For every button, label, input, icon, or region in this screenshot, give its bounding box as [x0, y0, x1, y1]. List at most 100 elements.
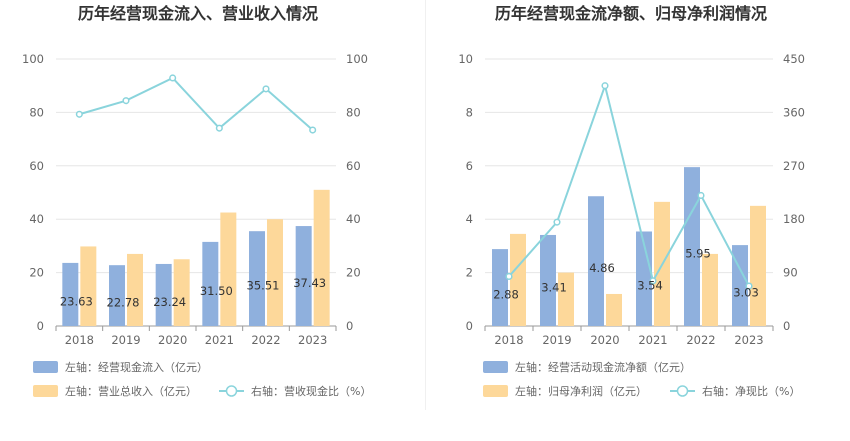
series-line — [508, 82, 750, 287]
left-axis-tick-label: 60 — [29, 159, 44, 173]
x-axis-tick-label: 2020 — [590, 333, 619, 347]
bar-data-label: 35.51 — [247, 279, 280, 293]
left-axis-tick-label: 40 — [29, 212, 44, 226]
legend-line-marker — [225, 385, 238, 397]
x-axis-tick-label: 2023 — [298, 333, 327, 347]
legend-swatch — [33, 385, 58, 397]
x-axis-tick-label: 2022 — [251, 333, 280, 347]
bar-data-label: 22.78 — [107, 296, 140, 310]
bar-data-label: 23.24 — [153, 295, 186, 309]
line-point — [262, 85, 270, 93]
bar — [80, 246, 97, 326]
line-point — [215, 124, 223, 132]
left-axis-tick-label: 6 — [466, 159, 473, 173]
legend-label: 右轴：营收现金比（%） — [251, 384, 371, 398]
right-axis-tick-label: 60 — [346, 159, 361, 173]
legend-label: 右轴：净现比（%） — [702, 384, 800, 398]
line-point — [169, 74, 177, 82]
left-axis-tick-label: 8 — [466, 105, 473, 119]
bar-data-label: 5.95 — [685, 247, 711, 261]
right-axis-tick-label: 20 — [346, 266, 361, 280]
line-point — [649, 277, 657, 285]
bar — [155, 263, 172, 326]
right-axis-tick-label: 90 — [783, 266, 798, 280]
bar-data-label: 3.41 — [541, 280, 567, 294]
x-axis-tick-label: 2019 — [111, 333, 140, 347]
line-point — [553, 218, 561, 226]
right-axis-tick-label: 40 — [346, 212, 361, 226]
chart-panel-net-cash-profit: 历年经营现金流净额、归母净利润情况 0 2 4 6 8 10 0 90 180 270 360 450 2… — [425, 0, 850, 437]
left-axis-tick-label: 0 — [466, 319, 473, 333]
bar — [173, 259, 190, 326]
x-axis-tick-label: 2018 — [65, 333, 94, 347]
left-axis-tick-label: 10 — [458, 52, 473, 66]
line-point — [697, 191, 705, 200]
bar — [750, 205, 766, 326]
bar — [636, 231, 652, 326]
legend-line-marker — [676, 385, 689, 397]
bar — [510, 233, 526, 326]
bar — [267, 219, 283, 326]
legend-swatch — [483, 361, 508, 373]
bar — [220, 212, 237, 326]
left-axis-tick-label: 0 — [37, 319, 44, 333]
line-point — [601, 82, 609, 90]
panel-divider — [425, 0, 426, 410]
chart-title: 历年经营现金流净额、归母净利润情况 — [495, 4, 767, 23]
chart-cash-inflow-revenue: 历年经营现金流入、营业收入情况 0 20 40 60 80 100 0 20 40 60 80 100 2… — [22, 4, 371, 398]
bar — [684, 167, 700, 326]
bar-data-label: 31.50 — [200, 284, 233, 298]
chart-title: 历年经营现金流入、营业收入情况 — [78, 4, 318, 23]
right-axis-tick-label: 270 — [783, 159, 805, 173]
bar-data-label: 3.54 — [637, 279, 663, 293]
right-axis-tick-label: 0 — [346, 319, 353, 333]
series-line — [79, 76, 314, 131]
bar — [127, 253, 143, 326]
x-axis-tick-label: 2022 — [686, 333, 715, 347]
bar-data-label: 23.63 — [60, 294, 93, 308]
right-axis-tick-label: 180 — [783, 212, 805, 226]
legend-swatch — [483, 385, 508, 397]
bar — [295, 226, 312, 326]
x-axis-tick-label: 2021 — [638, 333, 667, 347]
x-axis-tick-label: 2023 — [734, 333, 763, 347]
bar-data-label: 37.43 — [293, 276, 326, 290]
bar — [702, 253, 718, 326]
line-point — [122, 97, 130, 105]
left-axis-tick-label: 2 — [466, 266, 473, 280]
left-axis-tick-label: 4 — [466, 212, 473, 226]
bar — [109, 265, 125, 326]
bar — [732, 245, 748, 326]
line-point — [309, 126, 317, 134]
bar — [313, 189, 330, 326]
right-axis-tick-label: 360 — [783, 105, 805, 119]
line-point — [505, 272, 513, 281]
x-axis-tick-label: 2021 — [205, 333, 234, 347]
legend-label: 左轴：营业总收入（亿元） — [65, 384, 197, 398]
left-axis-tick-label: 100 — [22, 52, 44, 66]
bar — [62, 262, 79, 326]
right-axis-tick-label: 0 — [783, 319, 790, 333]
legend-label: 左轴：经营现金流入（亿元） — [65, 360, 208, 374]
bar — [558, 272, 574, 326]
bar — [606, 293, 622, 326]
bar-data-label: 3.03 — [733, 286, 759, 300]
legend-label: 左轴：归母净利润（亿元） — [515, 384, 647, 398]
line-point — [745, 282, 753, 290]
x-axis-tick-label: 2018 — [494, 333, 523, 347]
right-axis-tick-label: 80 — [346, 105, 361, 119]
bar-data-label: 4.86 — [589, 261, 615, 275]
bar — [249, 231, 265, 326]
bar — [540, 234, 556, 326]
bar — [588, 196, 604, 326]
legend-swatch — [33, 361, 58, 373]
right-axis-tick-label: 450 — [783, 52, 805, 66]
left-axis-tick-label: 80 — [29, 105, 44, 119]
x-axis-tick-label: 2020 — [158, 333, 187, 347]
left-axis-tick-label: 20 — [29, 266, 44, 280]
bar — [202, 241, 219, 326]
chart-panel-cash-inflow-revenue: 历年经营现金流入、营业收入情况 0 20 40 60 80 100 0 20 40 60 80 100 2… — [0, 0, 425, 437]
chart-net-cash-profit: 历年经营现金流净额、归母净利润情况 0 2 4 6 8 10 0 90 180 270 360 450 2… — [458, 4, 805, 398]
bar-data-label: 2.88 — [493, 288, 519, 302]
line-point — [75, 110, 83, 118]
